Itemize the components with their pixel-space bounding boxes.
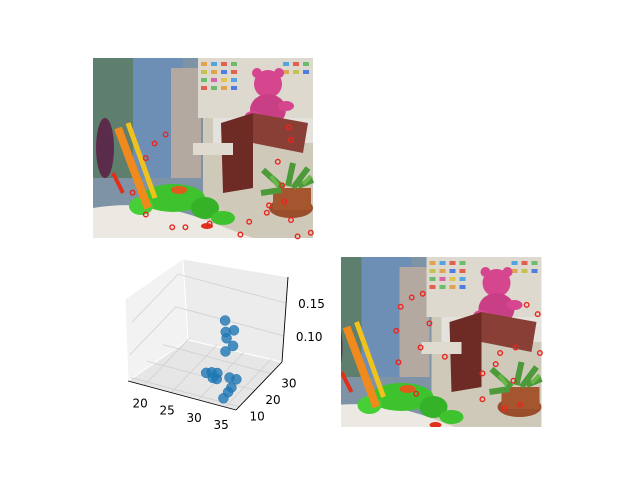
photo-scene — [93, 58, 313, 238]
keypoint-marker — [510, 377, 517, 384]
scatter-point — [231, 374, 242, 385]
scatter-point — [221, 333, 232, 344]
photo-scene — [322, 257, 542, 437]
keypoint-marker — [395, 359, 402, 366]
scatter-point — [220, 346, 231, 357]
x-tick-label: 25 — [160, 404, 175, 418]
keypoint-marker — [182, 224, 189, 231]
keypoint-marker — [263, 209, 270, 216]
scatter-point — [219, 315, 231, 326]
keypoints-bottom-right — [393, 290, 543, 412]
keypoint-marker — [162, 131, 169, 138]
keypoint-marker — [142, 211, 149, 218]
scatter-points — [200, 315, 242, 404]
grid-line — [129, 306, 284, 356]
keypoint-marker — [129, 189, 136, 196]
keypoint-marker — [426, 320, 433, 327]
keypoint-marker — [523, 301, 530, 308]
scatter-point — [227, 340, 239, 352]
keypoint-marker — [279, 182, 286, 189]
scatter-point — [218, 393, 229, 404]
grid-line — [162, 344, 272, 374]
keypoint-marker — [142, 155, 149, 162]
scatter-point — [207, 372, 219, 384]
grid-line — [131, 273, 287, 323]
x-tick-label: 30 — [187, 411, 202, 425]
z-tick-label: 0.10 — [296, 330, 323, 344]
keypoint-marker — [237, 231, 244, 238]
x-axis-line — [127, 380, 237, 411]
keypoint-marker — [265, 202, 272, 209]
keypoint-marker — [287, 136, 294, 143]
keypoint-marker — [393, 327, 400, 334]
photo-panel-top-left — [93, 58, 313, 239]
y-axis-line — [235, 361, 283, 411]
keypoint-marker — [281, 198, 288, 205]
keypoint-marker — [413, 390, 420, 397]
z-axis-line — [281, 276, 289, 363]
keypoint-marker — [536, 350, 543, 357]
grid-line — [143, 337, 191, 386]
grid-line — [146, 360, 256, 391]
keypoint-marker — [246, 218, 253, 225]
keypoint-marker — [307, 229, 314, 236]
keypoint-marker — [517, 401, 524, 408]
keypoint-marker — [492, 361, 499, 368]
keypoint-marker — [512, 344, 519, 351]
keypoint-marker — [287, 216, 294, 223]
keypoint-marker — [479, 396, 486, 403]
keypoint-marker — [274, 158, 281, 165]
keypoint-marker — [397, 303, 404, 310]
keypoint-marker — [285, 124, 292, 131]
x-tick-label: 20 — [133, 396, 148, 410]
keypoint-marker — [294, 233, 301, 240]
z-tick-label: 0.15 — [298, 297, 325, 311]
keypoint-marker — [169, 224, 176, 231]
x-tick-label: 35 — [214, 418, 229, 432]
keypoint-marker — [479, 370, 486, 377]
keypoint-marker — [408, 294, 415, 301]
keypoint-marker — [419, 290, 426, 297]
keypoint-marker — [534, 311, 541, 318]
keypoint-marker — [501, 405, 508, 412]
grid-line — [170, 344, 218, 393]
y-tick-label: 20 — [265, 393, 280, 407]
keypoint-marker — [497, 350, 504, 357]
photo-panel-bottom-right — [322, 257, 543, 437]
grid-lines — [129, 273, 287, 408]
y-tick-label: 10 — [250, 410, 265, 424]
keypoint-marker — [151, 140, 158, 147]
keypoint-marker — [206, 220, 213, 227]
keypoint-marker — [417, 344, 424, 351]
keypoints-top-left — [129, 124, 314, 240]
grid-line — [224, 358, 272, 408]
y-tick-label: 30 — [281, 377, 296, 391]
keypoint-marker — [441, 353, 448, 360]
